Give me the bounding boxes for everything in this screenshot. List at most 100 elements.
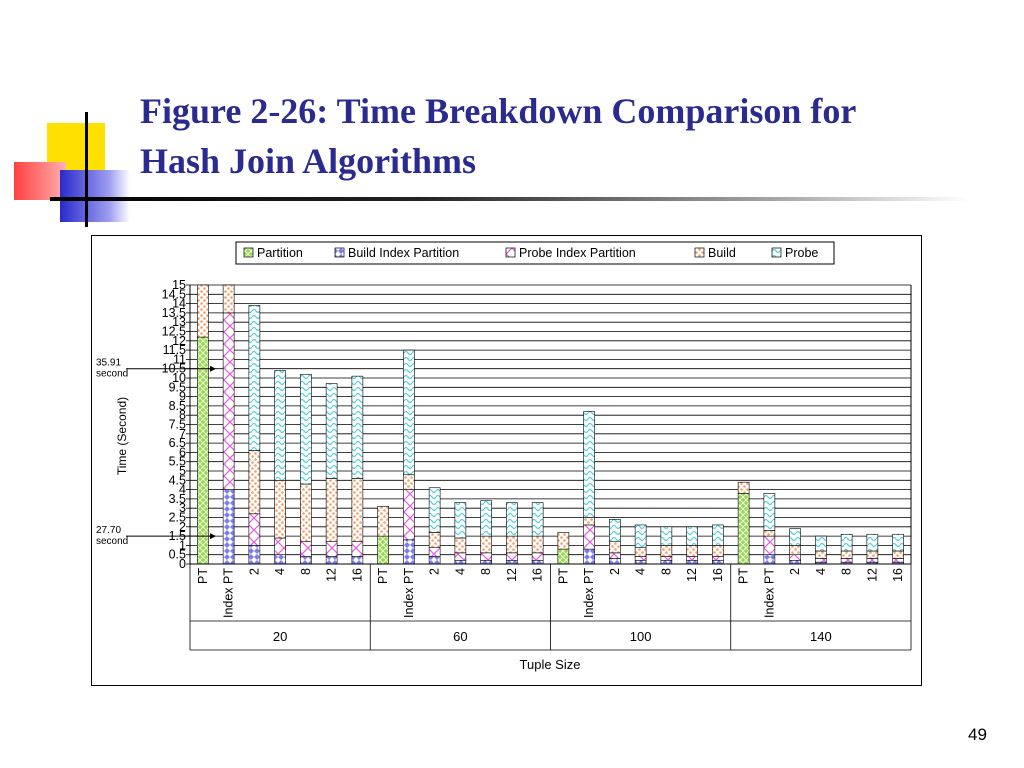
bar-segment-probe-100-16: [712, 524, 724, 546]
x-category-label: 12: [325, 568, 339, 582]
legend-label-build-index-partition: Build Index Partition: [348, 246, 459, 260]
bar-segment-build-140-16: [892, 550, 904, 559]
y-tick-label: 2: [179, 520, 186, 534]
y-axis: 00.5 11.5 22.533.544.555.566.577.588.599.5…: [162, 278, 912, 571]
x-category-label: Index PT: [402, 568, 416, 618]
y-tick-label: 2.5: [169, 511, 186, 525]
y-tick-label: 9: [179, 390, 186, 404]
chart-bars: [197, 284, 904, 565]
bar-segment-build-index-partition-20-4: [274, 554, 286, 565]
bar-segment-build-index-partition-100-12: [686, 559, 698, 565]
bar-segment-probe-index-partition-20-8: [300, 541, 312, 557]
bar-segment-probe-20-16: [351, 375, 364, 479]
y-tick-label: 0: [179, 557, 186, 571]
bar-segment-build-index-partition-20-12: [325, 556, 338, 565]
bar-segment-build-index-partition-60-16: [531, 559, 544, 565]
y-axis-title: Time (Second): [115, 397, 129, 475]
title-underline: [50, 197, 970, 201]
bar-segment-build-index-partition-60-2: [428, 556, 441, 565]
x-category-label: 4: [273, 568, 287, 575]
bar-segment-probe-index-partition-140-2: [789, 554, 801, 561]
bar-segment-build-60-8: [480, 535, 492, 554]
bar-segment-probe-60-index-pt: [403, 349, 415, 476]
bar-segment-build-index-partition-100-2: [609, 558, 621, 565]
x-axis: PT Index PT 2 4 8 12 16 20 PT Index PT 2 4 8 12 16 60 PT…: [189, 563, 912, 651]
bar-segment-build-20-12: [325, 478, 338, 542]
bar-segment-probe-140-8: [840, 533, 853, 552]
slide-title: Figure 2-26: Time Breakdown Comparison f…: [140, 86, 1010, 186]
bar-segment-build-100-16: [712, 545, 724, 557]
bar-segment-build-index-partition-60-12: [506, 559, 518, 565]
x-category-label: Index PT: [582, 568, 596, 618]
bar-segment-probe-index-partition-20-2: [248, 513, 261, 546]
x-category-label: PT: [196, 568, 210, 584]
y-tick-label: 4: [179, 483, 186, 497]
x-category-label: 4: [814, 568, 828, 575]
bar-segment-build-index-partition-60-4: [454, 559, 467, 565]
bar-segment-probe-140-16: [892, 533, 904, 552]
x-category-label: Index PT: [762, 568, 776, 618]
bar-segment-probe-index-partition-100-16: [712, 556, 724, 561]
y-tick-label: 5.5: [169, 455, 186, 469]
x-category-label: 4: [634, 568, 648, 575]
y-tick-label: 10: [172, 371, 186, 385]
x-category-label: 16: [711, 568, 725, 582]
bar-segment-build-20-16: [351, 478, 364, 542]
bar-segment-build-index-partition-140-index-pt: [763, 554, 776, 565]
x-group-label: 100: [630, 629, 652, 644]
bar-segment-build-index-partition-60-index-pt: [403, 539, 415, 565]
bar-segment-probe-index-partition-140-4: [815, 558, 827, 563]
bar-segment-probe-60-8: [480, 500, 492, 537]
bar-segment-probe-100-index-pt: [583, 411, 595, 518]
bar-segment-probe-index-partition-20-16: [351, 541, 364, 557]
bar-segment-build-index-partition-100-8: [660, 559, 673, 565]
bar-segment-probe-index-partition-60-8: [480, 552, 492, 561]
y-tick-label: 3: [179, 501, 186, 515]
x-axis-title: Tuple Size: [520, 657, 581, 672]
legend-swatch-partition: [243, 247, 254, 258]
x-category-label: 4: [453, 568, 467, 575]
bar-segment-probe-index-partition-140-8: [840, 558, 853, 563]
bar-segment-partition-60-pt: [377, 535, 389, 565]
x-category-label: 2: [428, 568, 442, 575]
bar-segment-build-140-12: [866, 550, 879, 559]
y-tick-label: 5: [179, 464, 186, 478]
bar-segment-probe-index-partition-100-2: [609, 552, 621, 559]
bar-segment-build-140-index-pt: [763, 530, 776, 537]
bar-segment-probe-140-4: [815, 535, 827, 552]
y-tick-label: 7: [179, 427, 186, 441]
bar-segment-probe-100-12: [686, 526, 698, 546]
bar-segment-probe-20-8: [300, 373, 312, 485]
bar-segment-build-index-partition-20-16: [351, 556, 364, 565]
legend-swatch-probe: [771, 247, 782, 258]
chart-legend: Partition Build Index Partition Probe Inde…: [235, 241, 835, 265]
y-tick-label: 14.5: [162, 287, 186, 301]
x-category-label: 8: [659, 568, 673, 575]
bar-segment-probe-20-4: [274, 370, 286, 481]
x-category-label: PT: [376, 568, 390, 584]
bar-segment-probe-index-partition-60-4: [454, 552, 467, 561]
bar-segment-probe-60-4: [454, 502, 467, 539]
bar-segment-probe-60-2: [428, 487, 441, 533]
x-category-label: 2: [608, 568, 622, 575]
bar-segment-probe-index-partition-20-index-pt: [222, 312, 235, 490]
annotation-value: 35.91: [96, 358, 121, 369]
bar-segment-build-140-2: [789, 545, 801, 555]
y-tick-label: 11.5: [163, 343, 186, 357]
x-category-label: Index PT: [222, 568, 236, 618]
x-category-label: 12: [685, 568, 699, 582]
slide-title-line-2: Hash Join Algorithms: [140, 141, 477, 181]
x-category-label: PT: [556, 568, 570, 584]
y-tick-label: 8: [179, 408, 186, 422]
slide-title-line-1: Figure 2-26: Time Breakdown Comparison f…: [140, 91, 857, 131]
bar-segment-build-140-8: [840, 550, 853, 559]
bar-segment-probe-index-partition-140-16: [892, 558, 904, 563]
bar-segment-build-index-partition-60-8: [480, 559, 492, 565]
bar-segment-probe-100-2: [609, 519, 621, 542]
bar-segment-build-140-pt: [737, 481, 750, 494]
y-tick-label: 15: [172, 278, 186, 292]
y-tick-label: 14: [172, 297, 186, 311]
bar-segment-build-index-partition-140-2: [789, 559, 801, 565]
x-category-label: 16: [891, 568, 905, 582]
